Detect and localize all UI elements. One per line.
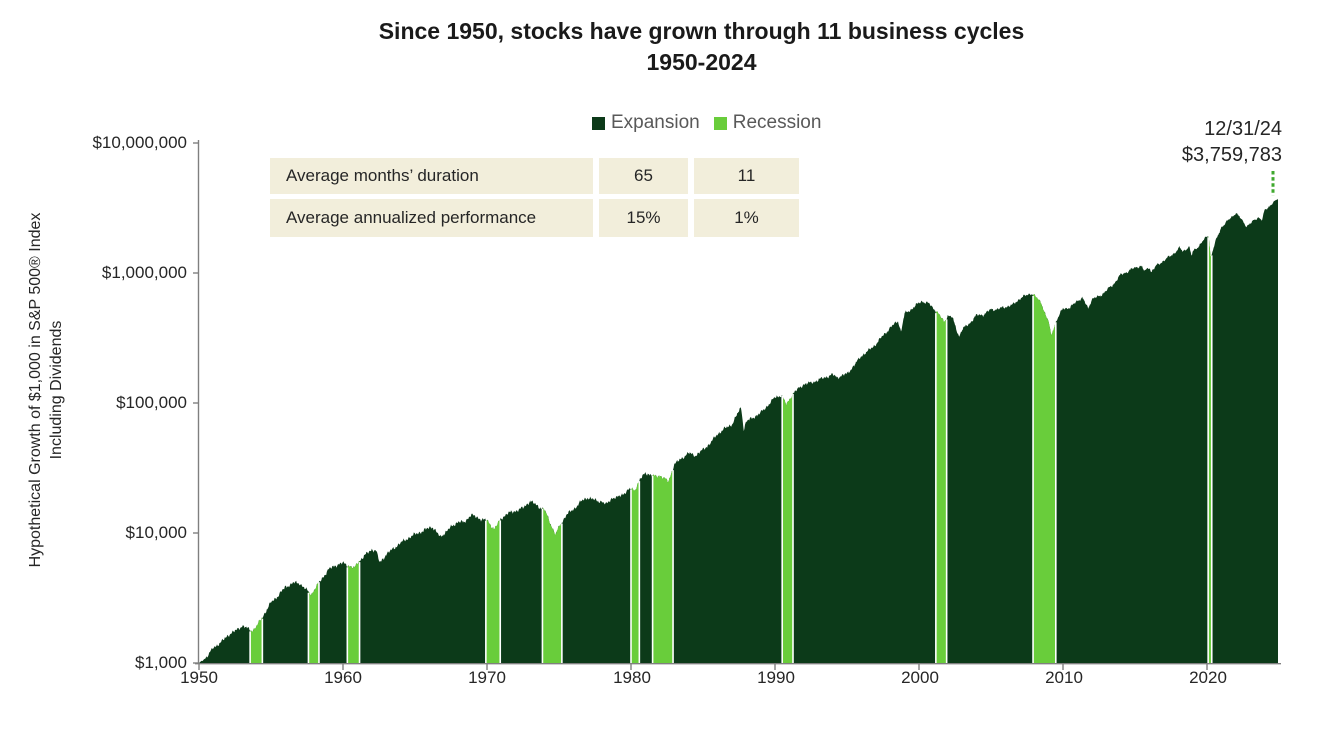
legend-label-recession: Recession <box>732 112 822 133</box>
recession-band <box>308 581 319 663</box>
recession-band <box>485 519 501 663</box>
x-tick-label-1990: 1990 <box>757 668 795 687</box>
stats-table: Average months’ duration 65 11 Average a… <box>270 158 799 237</box>
end-value-annotation: 12/31/24 $3,759,783 <box>1182 116 1282 168</box>
expansion-swatch-icon <box>592 116 605 130</box>
annotation-date: 12/31/24 <box>1204 118 1282 140</box>
stats-row2-expansion-value: 15% <box>599 199 688 237</box>
annotation-value: $3,759,783 <box>1181 144 1282 166</box>
x-tick-label-2020: 2020 <box>1189 668 1227 687</box>
recession-band <box>542 508 562 663</box>
stats-row1-expansion-value: 65 <box>599 158 688 194</box>
y-tick-label-10000000: $10,000,000 <box>92 133 187 152</box>
recession-band <box>935 311 947 663</box>
stats-row2-recession-value: 1% <box>694 199 799 237</box>
x-tick-label-1950: 1950 <box>180 668 218 687</box>
y-tick-label-100000: $100,000 <box>116 393 187 412</box>
x-tick-label-2010: 2010 <box>1045 668 1083 687</box>
chart-title: Since 1950, stocks have grown through 11… <box>80 16 1323 78</box>
recession-band <box>250 617 263 663</box>
x-tick-label-1960: 1960 <box>324 668 362 687</box>
y-tick-label-10000: $10,000 <box>125 523 187 542</box>
stats-row2-label: Average annualized performance <box>270 199 593 237</box>
legend: Expansion Recession <box>592 112 821 134</box>
x-tick-label-1980: 1980 <box>613 668 651 687</box>
y-tick-label-1000: $1,000 <box>135 653 187 672</box>
recession-band <box>1208 236 1212 663</box>
stats-row1-label: Average months’ duration <box>270 158 593 194</box>
x-tick-label-2000: 2000 <box>901 668 939 687</box>
recession-band <box>347 560 360 663</box>
stats-row1-recession-value: 11 <box>694 158 799 194</box>
chart-title-line2: 1950-2024 <box>646 49 757 75</box>
y-tick-label-1000000: $1,000,000 <box>101 263 187 282</box>
recession-band <box>782 393 793 663</box>
recession-swatch-icon <box>713 116 727 130</box>
x-tick-label-1970: 1970 <box>468 668 506 687</box>
recession-band <box>631 480 640 663</box>
legend-item-recession: Recession <box>713 112 822 134</box>
expansion-area <box>199 198 1278 663</box>
recession-band <box>652 469 673 663</box>
recession-band <box>1033 294 1056 663</box>
chart-title-line1: Since 1950, stocks have grown through 11… <box>378 18 1025 44</box>
legend-label-expansion: Expansion <box>611 112 700 133</box>
legend-item-expansion: Expansion <box>592 112 700 134</box>
